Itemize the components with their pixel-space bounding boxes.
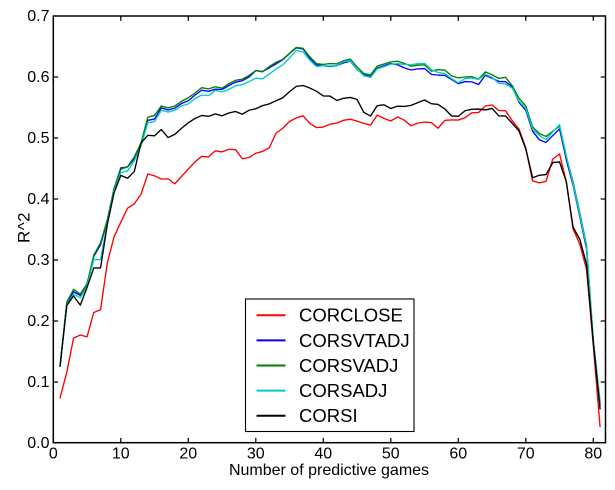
svg-text:Number of predictive games: Number of predictive games (229, 462, 429, 479)
svg-text:0.4: 0.4 (27, 191, 49, 208)
svg-text:70: 70 (517, 446, 535, 463)
svg-text:0: 0 (49, 446, 58, 463)
svg-text:CORCLOSE: CORCLOSE (299, 305, 403, 326)
svg-text:0.7: 0.7 (27, 8, 49, 25)
svg-text:40: 40 (314, 446, 332, 463)
svg-text:0.1: 0.1 (27, 374, 49, 391)
svg-text:30: 30 (247, 446, 265, 463)
svg-text:0.6: 0.6 (27, 69, 49, 86)
svg-text:0.0: 0.0 (27, 435, 49, 452)
svg-text:20: 20 (179, 446, 197, 463)
svg-text:CORSADJ: CORSADJ (299, 380, 387, 401)
svg-text:0.2: 0.2 (27, 313, 49, 330)
svg-text:50: 50 (382, 446, 400, 463)
svg-text:0.3: 0.3 (27, 252, 49, 269)
svg-text:10: 10 (112, 446, 130, 463)
svg-text:CORSVTADJ: CORSVTADJ (299, 330, 410, 351)
svg-text:60: 60 (449, 446, 467, 463)
svg-text:R^2: R^2 (15, 212, 34, 243)
svg-text:CORSVADJ: CORSVADJ (299, 355, 398, 376)
svg-text:0.5: 0.5 (27, 130, 49, 147)
svg-text:CORSI: CORSI (299, 405, 358, 426)
svg-text:80: 80 (584, 446, 602, 463)
